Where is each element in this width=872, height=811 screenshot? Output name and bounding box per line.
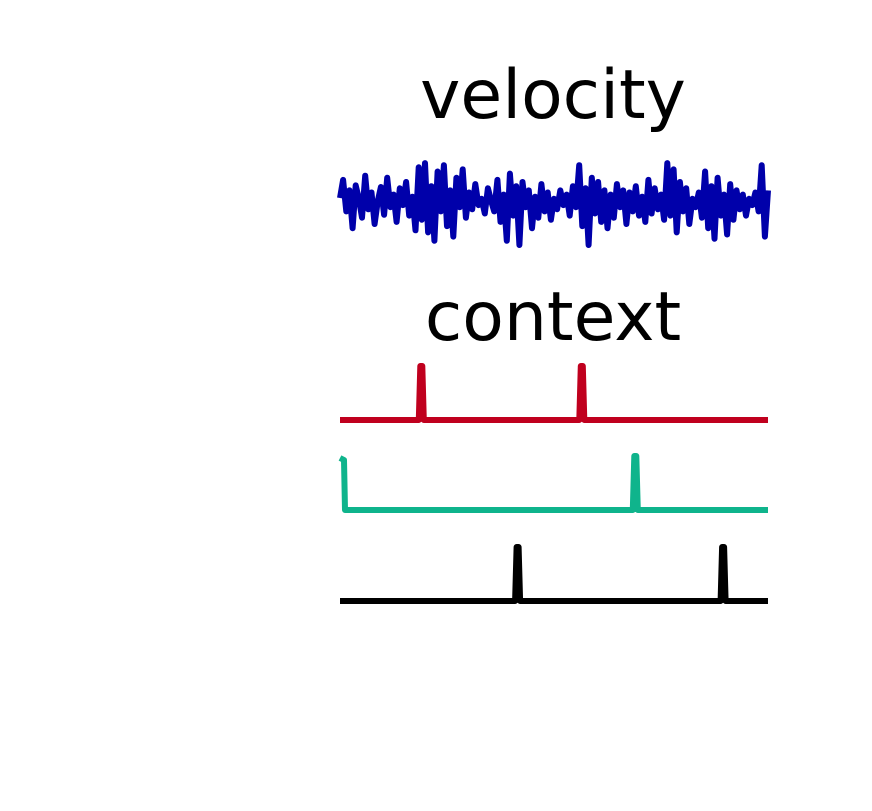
context-trace-0 [340, 363, 768, 423]
velocity-trace-0 [337, 160, 771, 248]
context-trace-1 [338, 453, 768, 513]
velocity-title: velocity [420, 56, 686, 135]
context-trace-2 [340, 544, 768, 604]
context-plot [338, 363, 768, 604]
context-title: context [425, 278, 681, 357]
velocity-plot [337, 160, 771, 248]
